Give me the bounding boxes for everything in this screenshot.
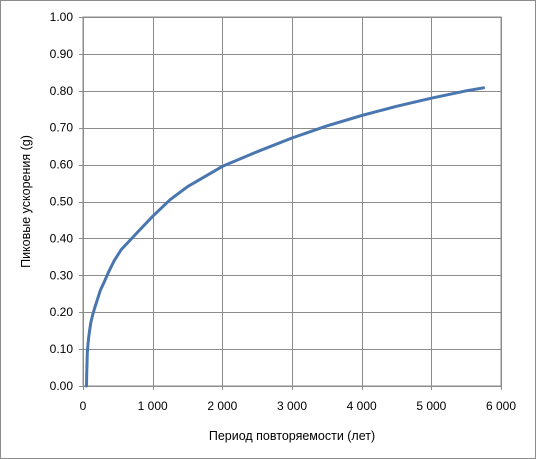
plot-area	[82, 16, 502, 387]
x-tick-label: 0	[80, 399, 87, 413]
y-tick-label: 0.60	[50, 158, 74, 172]
x-tick-label: 6 000	[486, 399, 516, 413]
x-tick-label: 3 000	[277, 399, 307, 413]
y-tick-label: 0.40	[50, 231, 74, 245]
y-tick-label: 0.80	[50, 84, 74, 98]
x-axis-label: Период повторяемости (лет)	[209, 429, 375, 443]
y-tick-label: 0.90	[50, 47, 74, 61]
x-tick-label: 4 000	[347, 399, 377, 413]
y-axis-label: Пиковые ускорения (g)	[19, 135, 33, 268]
y-tick-label: 0.30	[50, 268, 74, 282]
y-tick-label: 1.00	[50, 10, 74, 24]
tick-labels: 0.00 0.10 0.20 0.30 0.40 0.50 0.60 0.70 0.80 0.90…	[50, 10, 517, 413]
series-lines	[85, 86, 486, 388]
y-tick-label: 0.00	[50, 379, 74, 393]
y-tick-label: 0.10	[50, 342, 74, 356]
y-tick-label: 0.70	[50, 121, 74, 135]
x-tick-label: 5 000	[416, 399, 446, 413]
series-line-0	[85, 86, 486, 388]
grid	[79, 17, 502, 390]
x-tick-label: 1 000	[138, 399, 168, 413]
y-tick-label: 0.50	[50, 195, 74, 209]
x-tick-label: 2 000	[207, 399, 237, 413]
y-tick-label: 0.20	[50, 305, 74, 319]
